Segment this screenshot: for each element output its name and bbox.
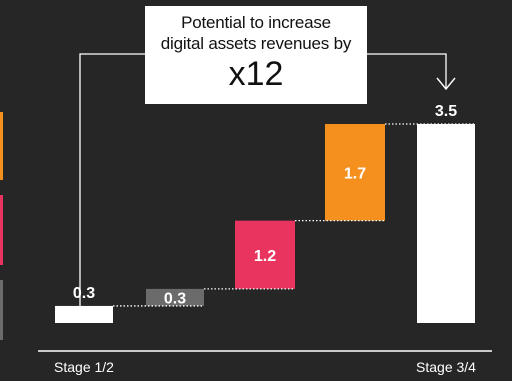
tick-label-stage-1-2: Stage 1/2 — [54, 359, 114, 375]
arrow-down-icon — [436, 77, 456, 91]
revenue-potential-callout: Potential to increase digital assets rev… — [145, 6, 367, 104]
connector-lines — [113, 123, 475, 307]
value-label-3: 1.2 — [254, 248, 276, 265]
value-label-4: 1.7 — [344, 165, 366, 182]
callout-line-2: digital assets revenues by — [160, 34, 352, 53]
tick-label-stage-3-4: Stage 3/4 — [416, 359, 476, 375]
callout-line-1: Potential to increase — [181, 13, 331, 32]
callout-left-arrow-line — [79, 53, 145, 314]
bar-3 — [235, 220, 295, 289]
edge-swatch-gray — [0, 280, 3, 340]
bar-5 — [417, 124, 475, 323]
edge-swatch-orange — [0, 112, 3, 180]
bars-layer — [55, 124, 475, 323]
bar-1 — [55, 305, 113, 323]
callout-multiplier: x12 — [228, 55, 284, 93]
value-labels-layer: 0.3 0.3 1.2 1.7 3.5 — [73, 103, 457, 307]
value-label-5: 3.5 — [435, 103, 457, 120]
callout-right-arrow-line — [367, 53, 447, 88]
value-label-1: 0.3 — [73, 285, 95, 302]
edge-swatch-pink — [0, 195, 3, 265]
value-label-2: 0.3 — [164, 290, 186, 307]
bar-2 — [146, 288, 204, 306]
bar-4 — [325, 124, 385, 221]
